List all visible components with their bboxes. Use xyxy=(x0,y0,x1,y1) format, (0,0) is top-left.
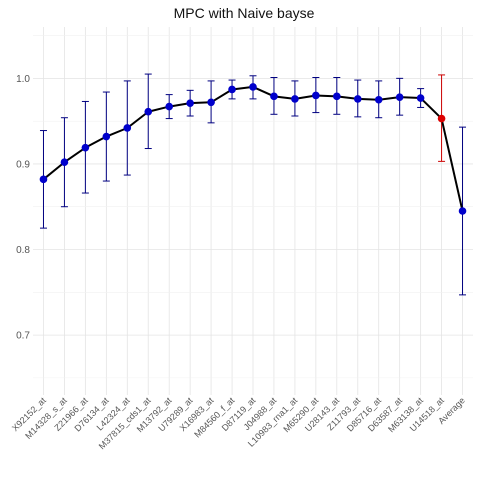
data-point xyxy=(437,114,446,123)
data-point xyxy=(102,132,111,141)
data-point xyxy=(249,83,257,91)
data-point xyxy=(39,175,48,184)
data-point xyxy=(228,85,236,94)
data-point xyxy=(353,95,362,103)
data-point xyxy=(144,107,153,116)
data-point xyxy=(165,102,173,111)
data-point xyxy=(186,99,194,107)
data-point xyxy=(374,95,383,104)
y-tick-label: 1.0 xyxy=(16,74,30,85)
y-tick-label: 0.9 xyxy=(16,159,30,170)
data-point xyxy=(458,207,467,215)
data-point xyxy=(81,143,90,152)
data-point xyxy=(333,92,341,101)
data-point xyxy=(270,92,278,101)
data-point xyxy=(416,94,425,102)
y-tick-label: 0.8 xyxy=(16,245,30,256)
chart-title: MPC with Naive bayse xyxy=(174,5,315,21)
data-point xyxy=(207,98,215,107)
data-point xyxy=(395,93,404,101)
y-tick-label: 0.7 xyxy=(16,331,30,342)
data-point xyxy=(312,91,320,100)
data-point xyxy=(123,124,132,132)
y-tick-labels: 0.7 0.8 0.9 1.0 xyxy=(16,74,30,342)
data-points xyxy=(39,83,467,215)
data-point xyxy=(60,158,69,167)
data-point xyxy=(291,95,299,103)
error-bars xyxy=(39,73,467,296)
